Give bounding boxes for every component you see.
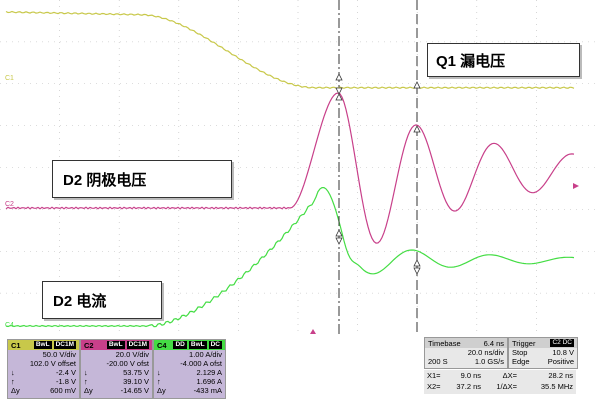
c1-marker: C1 [5, 75, 14, 82]
c2-marker: C2 [5, 201, 14, 208]
c4-marker: C4 [5, 322, 14, 329]
c1-row-value: 600 mV [50, 386, 76, 395]
c1-channel-panel[interactable]: C1 BwL DC1M 50.0 V/div 102.0 V offset ↓ -… [7, 339, 80, 399]
c4-row-sym: ↑ [157, 377, 161, 386]
c1-badge-coupling: DC1M [53, 341, 76, 349]
annotation-d2-cathode-voltage: D2 阴极电压 [52, 160, 232, 198]
c4-channel-panel[interactable]: C4 DD BwL DC 1.00 A/div -4.000 A ofst ↓ 2… [153, 339, 226, 399]
c4-trace-d2-current [5, 187, 575, 328]
cursor-x2-value: 37.2 ns [456, 382, 481, 391]
cursors[interactable] [335, 0, 421, 335]
cursor-dx-value: 28.2 ns [548, 371, 573, 380]
channel-markers: C1 C2 C4 [5, 75, 579, 334]
cursor-readout: X1= 9.0 ns ΔX= 28.2 ns X2= 37.2 ns 1/ΔX=… [424, 370, 576, 394]
cursor-x1-value: 9.0 ns [460, 371, 481, 380]
oscilloscope-display: C1 C2 C4 [0, 0, 596, 335]
c1-row-sym: ↓ [11, 368, 15, 377]
c1-row-sym: Δy [11, 386, 20, 395]
c4-offset: -4.000 A ofst [180, 359, 222, 368]
trigger-panel[interactable]: Trigger C2 DC Stop 10.8 V Edge Positive [508, 337, 578, 369]
trigger-mode: Stop [512, 348, 528, 357]
c2-row-sym: Δy [84, 386, 93, 395]
c4-row-sym: Δy [157, 386, 166, 395]
c1-scale: 50.0 V/div [42, 350, 76, 359]
trigger-position-arrow-icon [310, 329, 316, 334]
trigger-label: Trigger [512, 338, 536, 348]
c4-row-value: -433 mA [193, 386, 222, 395]
annotation-q1-drain-voltage: Q1 漏电压 [427, 43, 580, 77]
c1-row-value: -2.4 V [55, 368, 76, 377]
cursor-inv-dx-value: 35.5 MHz [540, 382, 573, 391]
c4-panel-label: C4 [157, 340, 167, 350]
c2-row-value: 39.10 V [123, 377, 149, 386]
timebase-label: Timebase [428, 338, 461, 348]
cursor-marker-icon [335, 73, 421, 275]
c2-row-sym: ↓ [84, 368, 88, 377]
timebase-scale: 20.0 ns/div [467, 348, 504, 357]
c2-row-value: 53.75 V [123, 368, 149, 377]
timebase-rate: 1.0 GS/s [474, 357, 504, 366]
waveform-traces [5, 10, 575, 328]
annotation-d2-cathode-text: D2 阴极电压 [63, 171, 147, 189]
trigger-type: Edge [512, 357, 530, 366]
c4-row-sym: ↓ [157, 368, 161, 377]
c1-trace-q1-drain-voltage [5, 10, 575, 89]
trigger-level-arrow-icon [573, 183, 579, 189]
cursor-x2-label: X2= [427, 382, 441, 391]
c4-badge-bwl: BwL [188, 341, 207, 349]
c2-channel-panel[interactable]: C2 BwL DC1M 20.0 V/div -20.00 V ofst ↓ 53… [80, 339, 153, 399]
cursor-dx-label: ΔX= [502, 371, 517, 380]
c2-panel-label: C2 [84, 340, 94, 350]
c2-scale: 20.0 V/div [115, 350, 149, 359]
c4-scale: 1.00 A/div [189, 350, 222, 359]
c2-row-value: -14.65 V [120, 386, 149, 395]
c2-row-sym: ↑ [84, 377, 88, 386]
c1-panel-label: C1 [11, 340, 21, 350]
annotation-d2-current-text: D2 电流 [53, 292, 107, 310]
timebase-delay: 6.4 ns [483, 338, 504, 348]
c4-badge-dd: DD [173, 341, 187, 349]
cursor-inv-dx-label: 1/ΔX= [496, 382, 517, 391]
c1-offset: 102.0 V offset [29, 359, 76, 368]
timebase-samples: 200 S [428, 357, 448, 366]
c1-row-sym: ↑ [11, 377, 15, 386]
trigger-level: 10.8 V [552, 348, 574, 357]
c2-offset: -20.00 V ofst [106, 359, 149, 368]
trigger-slope: Positive [547, 357, 574, 366]
c2-badge-bwl: BwL [106, 341, 125, 349]
c4-badge-coupling: DC [208, 341, 222, 349]
c2-trace-d2-cathode-voltage [5, 92, 575, 244]
trigger-source-badge: C2 DC [550, 339, 574, 347]
c1-row-value: -1.8 V [55, 377, 76, 386]
c1-badge-bwl: BwL [33, 341, 52, 349]
timebase-panel[interactable]: Timebase 6.4 ns 20.0 ns/div 200 S 1.0 GS… [424, 337, 508, 369]
cursor-x1-label: X1= [427, 371, 441, 380]
annotation-q1-text: Q1 漏电压 [436, 52, 506, 70]
c4-row-value: 2.129 A [196, 368, 222, 377]
c2-badge-coupling: DC1M [126, 341, 149, 349]
annotation-d2-current: D2 电流 [42, 281, 162, 319]
c4-row-value: 1.696 A [196, 377, 222, 386]
